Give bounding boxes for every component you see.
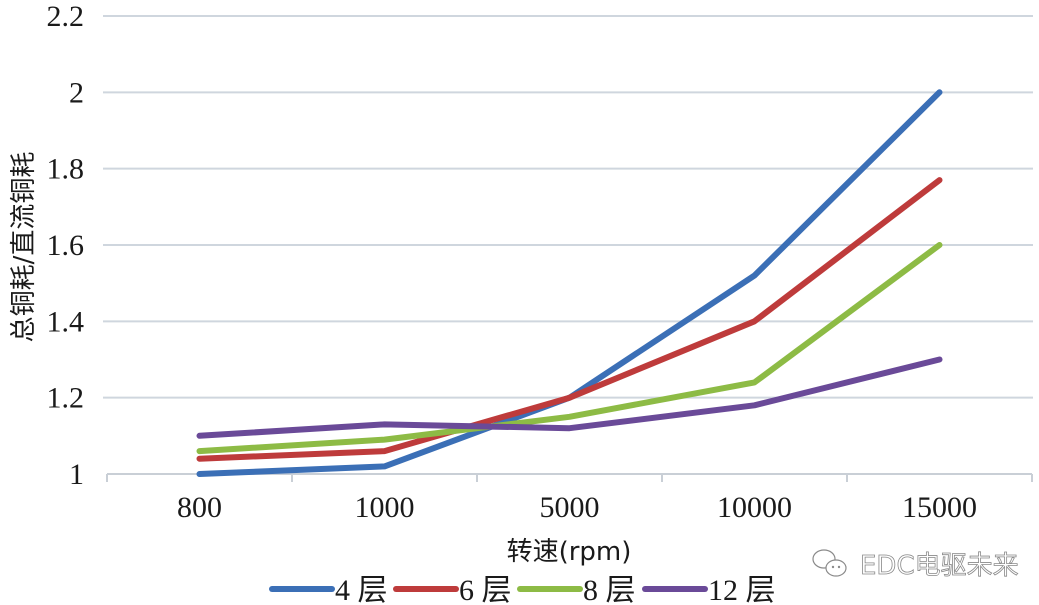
- legend-label: 4 层: [335, 574, 388, 605]
- y-tick-label: 1.2: [47, 382, 85, 415]
- legend-label: 12 层: [708, 574, 776, 605]
- y-tick-label: 1.4: [47, 305, 85, 338]
- data-point: [384, 450, 385, 452]
- x-tick-label: 5000: [540, 491, 600, 524]
- x-tick-label: 15000: [902, 491, 977, 524]
- data-point: [384, 423, 385, 425]
- y-tick-label: 1.6: [47, 229, 85, 262]
- data-point: [939, 359, 940, 360]
- y-tick-labels: 1 1.2 1.4 1.6 1.8 2 2.2: [47, 0, 85, 491]
- data-point: [384, 439, 385, 441]
- data-point: [569, 416, 570, 418]
- y-tick-label: 2: [69, 76, 84, 109]
- y-tick-label: 1: [69, 458, 84, 491]
- x-axis: [106, 473, 1033, 482]
- series-3: [196, 242, 943, 455]
- data-point: [939, 244, 940, 246]
- legend-item: 12 层: [642, 574, 776, 605]
- x-tick-label: 10000: [717, 491, 792, 524]
- x-tick-label: 1000: [355, 491, 415, 524]
- x-axis-label: 转速(rpm): [507, 537, 632, 567]
- y-tick-label: 1.8: [47, 153, 85, 186]
- data-point: [569, 427, 570, 429]
- data-point: [199, 435, 200, 437]
- data-point: [199, 473, 200, 475]
- legend-item: 4 层: [269, 574, 388, 605]
- x-tick-label: 800: [177, 491, 222, 524]
- legend-item: 8 层: [517, 574, 636, 605]
- data-point: [754, 404, 755, 406]
- legend: 4 层 6 层 8 层 12 层: [269, 574, 776, 605]
- data-point: [754, 275, 755, 277]
- data-point: [754, 320, 755, 322]
- legend-label: 8 层: [583, 574, 636, 605]
- data-point: [384, 465, 385, 467]
- watermark: EDC电驱未来: [812, 549, 1019, 581]
- gridlines: [103, 15, 1033, 399]
- legend-item: 6 层: [393, 574, 512, 605]
- watermark-text: EDC电驱未来: [860, 551, 1019, 581]
- legend-label: 6 层: [459, 574, 512, 605]
- data-point: [199, 458, 200, 460]
- series-2: [196, 177, 943, 462]
- data-point: [754, 381, 755, 383]
- series-line: [196, 242, 943, 455]
- y-tick-label: 2.2: [47, 0, 85, 33]
- data-point: [199, 450, 200, 452]
- series-lines: [196, 89, 943, 477]
- x-tick-labels: 800 1000 5000 10000 15000: [177, 491, 977, 524]
- series-4: [196, 356, 943, 439]
- data-point: [939, 91, 940, 93]
- y-axis-label: 总铜耗/直流铜耗: [9, 152, 39, 343]
- data-point: [569, 397, 570, 399]
- wechat-icon: [812, 549, 847, 577]
- data-point: [939, 179, 940, 181]
